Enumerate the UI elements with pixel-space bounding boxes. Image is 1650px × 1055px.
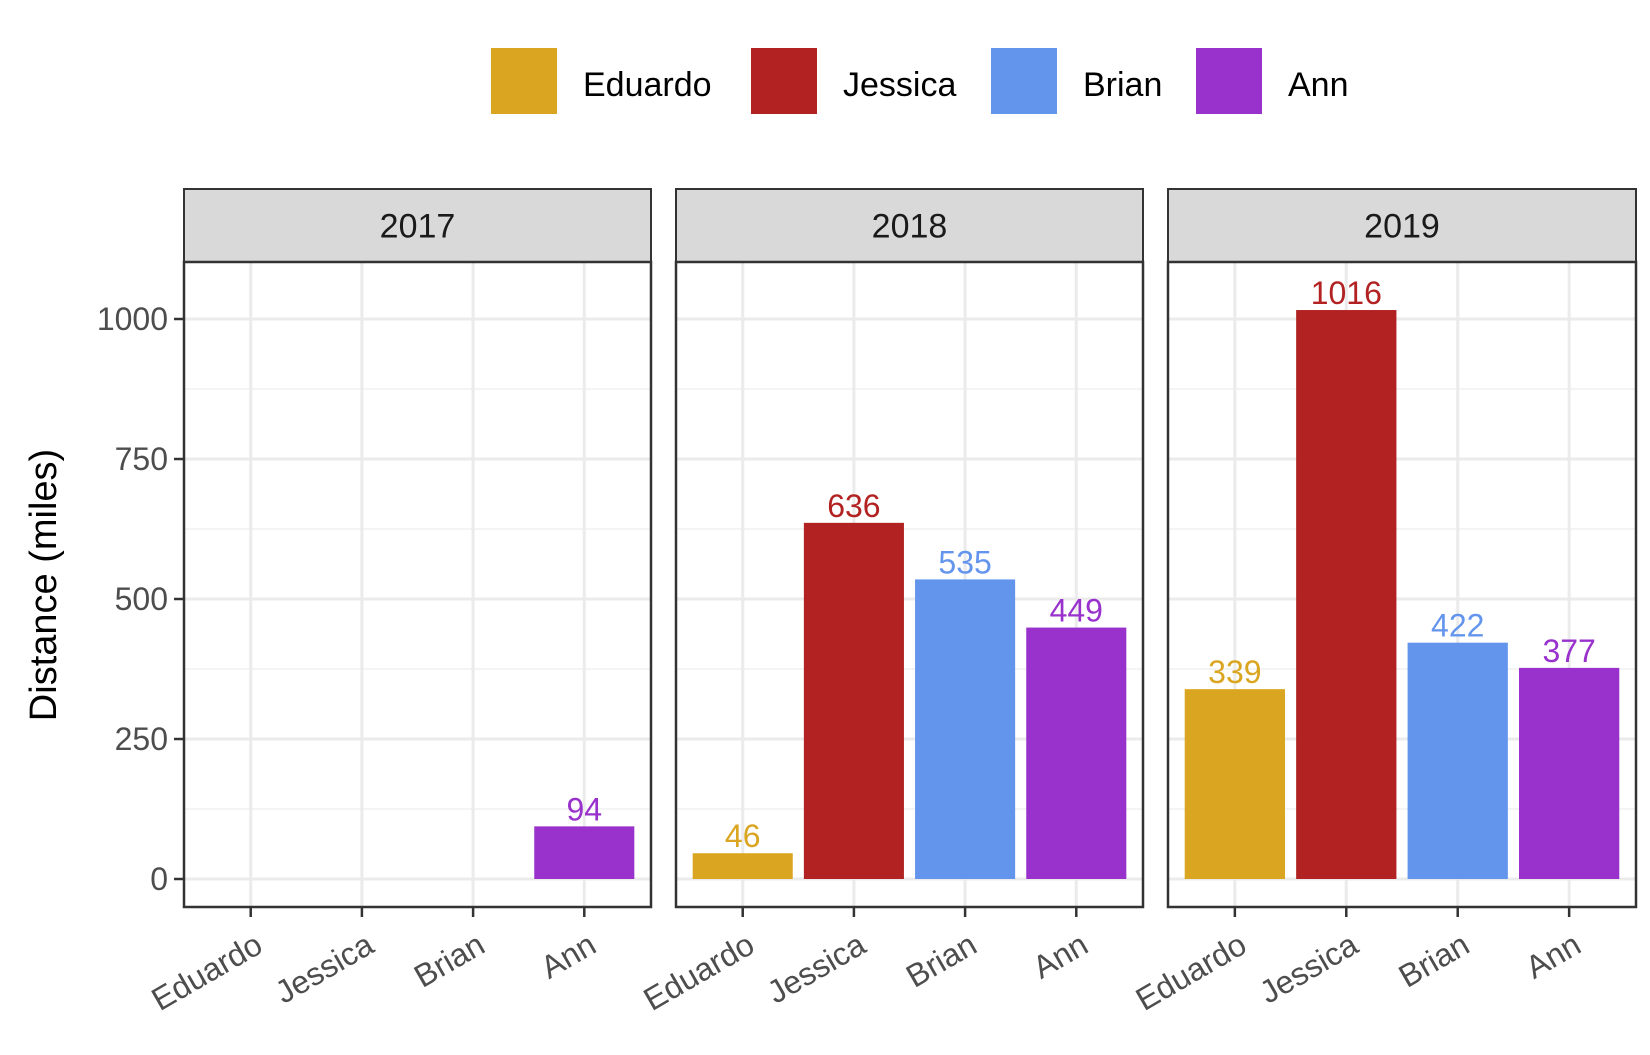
x-tick-label: Jessica bbox=[1253, 926, 1364, 1011]
y-axis-title: Distance (miles) bbox=[23, 449, 65, 721]
legend-label-eduardo: Eduardo bbox=[583, 66, 712, 104]
x-tick-label: Brian bbox=[408, 926, 491, 995]
bar-ann-2018 bbox=[1026, 627, 1127, 879]
data-label: 377 bbox=[1542, 633, 1595, 669]
x-tick-label: Jessica bbox=[761, 926, 872, 1011]
panel-border bbox=[182, 260, 653, 909]
legend-swatch-eduardo bbox=[491, 48, 557, 114]
bar-ann-2017 bbox=[534, 826, 635, 879]
legend-swatch-brian bbox=[991, 48, 1057, 114]
facet-2019: 2019 339 1016 422 377 Eduardo Jessica Brian Ann bbox=[1130, 188, 1638, 1018]
x-tick-label: Brian bbox=[1393, 926, 1476, 995]
x-tick-label: Eduardo bbox=[1130, 926, 1253, 1018]
data-label: 422 bbox=[1431, 608, 1484, 644]
y-tick-label: 0 bbox=[150, 861, 168, 897]
data-label: 449 bbox=[1050, 593, 1103, 629]
bar-jessica-2019 bbox=[1296, 310, 1397, 879]
facet-2018: 2018 46 636 535 449 Eduardo Jessica Brian Ann bbox=[637, 188, 1145, 1018]
x-tick-label: Ann bbox=[1026, 926, 1093, 986]
facet-strip-label: 2017 bbox=[380, 208, 456, 246]
data-label: 46 bbox=[725, 818, 761, 854]
x-tick-label: Eduardo bbox=[145, 926, 268, 1018]
x-tick-label: Ann bbox=[1519, 926, 1586, 986]
legend-label-brian: Brian bbox=[1083, 66, 1162, 104]
x-tick-label: Eduardo bbox=[637, 926, 760, 1018]
panel-border bbox=[674, 260, 1145, 909]
y-tick-label: 1000 bbox=[97, 301, 168, 337]
x-tick-label: Brian bbox=[900, 926, 983, 995]
facet-2017: 2017 94 Eduardo Jessica Brian Ann bbox=[145, 188, 653, 1018]
legend-swatch-jessica bbox=[751, 48, 817, 114]
y-tick-label: 500 bbox=[115, 581, 168, 617]
facet-strip bbox=[675, 188, 1144, 263]
x-tick-label: Ann bbox=[534, 926, 601, 986]
facet-strip-label: 2019 bbox=[1364, 208, 1440, 246]
bar-ann-2019 bbox=[1519, 667, 1620, 879]
data-label: 94 bbox=[566, 791, 602, 827]
bar-brian-2019 bbox=[1407, 642, 1508, 879]
bar-eduardo-2019 bbox=[1184, 689, 1285, 879]
y-tick-label: 750 bbox=[115, 441, 168, 477]
x-tick-label: Jessica bbox=[269, 926, 380, 1011]
panel-background bbox=[184, 262, 651, 907]
facet-strip-label: 2018 bbox=[872, 208, 948, 246]
legend-swatch-ann bbox=[1196, 48, 1262, 114]
data-label: 1016 bbox=[1311, 275, 1382, 311]
legend-label-jessica: Jessica bbox=[843, 66, 956, 104]
bar-jessica-2018 bbox=[803, 522, 904, 879]
facet-strip bbox=[183, 188, 652, 263]
legend-label-ann: Ann bbox=[1288, 66, 1349, 104]
legend: Eduardo Jessica Brian Ann bbox=[491, 48, 1349, 114]
y-tick-label: 250 bbox=[115, 721, 168, 757]
y-axis: 0 250 500 750 1000 bbox=[97, 301, 184, 897]
bar-eduardo-2018 bbox=[692, 853, 793, 879]
bar-brian-2018 bbox=[915, 579, 1016, 879]
facet-strip bbox=[1167, 188, 1637, 263]
data-label: 339 bbox=[1208, 654, 1261, 690]
data-label: 535 bbox=[938, 544, 991, 580]
panel-border bbox=[1166, 260, 1638, 909]
data-label: 636 bbox=[827, 488, 880, 524]
